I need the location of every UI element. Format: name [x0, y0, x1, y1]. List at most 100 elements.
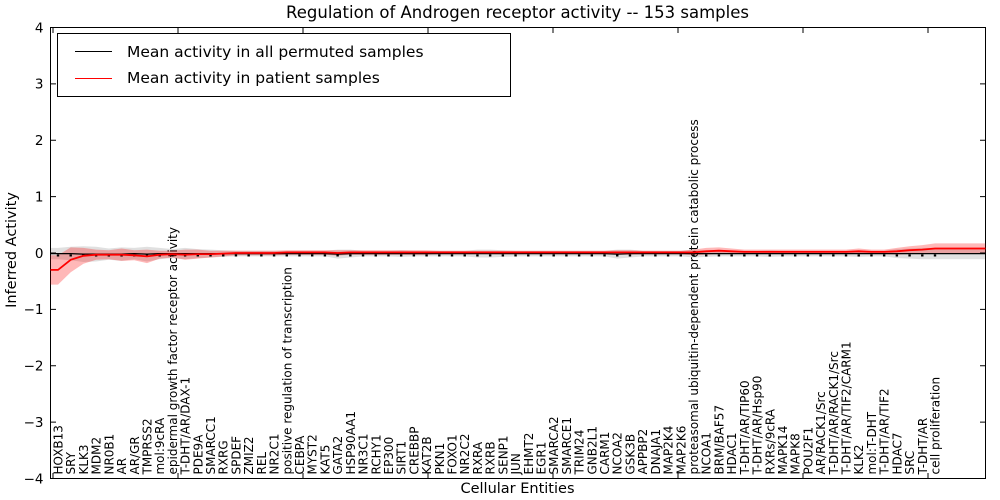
x-category-label: APPBP2 [636, 429, 650, 475]
zero-line-dot [69, 254, 72, 257]
zero-line-dot [311, 254, 314, 257]
x-category-label: GATA2 [331, 436, 345, 475]
zero-line-dot [819, 254, 822, 257]
zero-line-dot [768, 254, 771, 257]
zero-line-dot [679, 254, 682, 257]
x-category-label: NR3C1 [357, 434, 371, 475]
zero-line-dot [196, 254, 200, 257]
y-tick-label: −2 [24, 359, 44, 375]
x-category-label: AR [115, 458, 129, 475]
x-category-label: HDAC7 [890, 432, 904, 474]
x-category-label: NR2C2 [458, 434, 472, 475]
zero-line-dot [539, 254, 543, 257]
x-category-label: T-DHT/AR/Hsp90 [751, 376, 765, 476]
zero-line-dot [781, 254, 784, 257]
x-category-label: RCHY1 [369, 434, 383, 474]
x-category-label: EP300 [382, 437, 396, 475]
y-tick-label: 2 [35, 133, 44, 149]
zero-line-dot [641, 254, 644, 257]
x-category-label: EGR1 [534, 442, 548, 475]
zero-line-dot [145, 254, 149, 257]
zero-line-dot [590, 254, 594, 257]
zero-line-dot [908, 254, 911, 257]
zero-line-dot [692, 254, 695, 257]
zero-line-dot [260, 254, 263, 257]
zero-line-dot [56, 254, 60, 257]
zero-line-dot [272, 254, 276, 257]
x-category-label: mol:9cRA [153, 417, 167, 474]
x-category-label: BRM/BAF57 [712, 405, 726, 475]
zero-line-dot [895, 254, 899, 257]
x-category-label: DNAJA1 [649, 429, 663, 475]
x-category-label: EHMT2 [522, 433, 536, 475]
mean-line [50, 247, 986, 271]
x-category-label: REL [255, 452, 269, 475]
x-category-label: T-DHT/AR/TIF2 [878, 388, 892, 475]
zero-line-dot [705, 254, 708, 257]
x-category-label: T-DHT/AR/DAX-1 [179, 377, 193, 476]
x-category-label: CEBPA [293, 435, 307, 475]
zero-line-dot [247, 254, 250, 257]
x-category-label: positive regulation of transcription [280, 267, 294, 474]
zero-line-dot [755, 254, 759, 257]
x-category-label: CARM1 [598, 432, 612, 475]
zero-line-dot [323, 254, 327, 257]
x-category-label: T-DHT/AR/RACK1/Src [827, 351, 841, 475]
x-category-label: MDM2 [90, 437, 104, 475]
zero-line-dot [438, 254, 441, 257]
legend-label-permuted: Mean activity in all permuted samples [127, 42, 424, 61]
x-category-label: NCOA2 [611, 432, 625, 474]
x-category-label: AR/RACK1/Src [814, 391, 828, 474]
x-category-label: KAT5 [318, 445, 332, 475]
x-category-label: SMARCE1 [560, 417, 574, 475]
x-category-label: HDAC1 [725, 432, 739, 474]
x-category-label: T-DHT/AR/TIF2/CARM1 [840, 341, 854, 475]
x-category-label: T-DHT/AR [916, 418, 930, 476]
zero-line-dot [463, 254, 466, 257]
x-category-label: CREBBP [407, 427, 421, 475]
zero-line-dot [921, 254, 924, 257]
x-category-label: AR/GR [128, 436, 142, 474]
x-axis-label: Cellular Entities [460, 481, 575, 497]
x-category-label: NR2C1 [268, 434, 282, 475]
zero-line-dot [374, 254, 377, 257]
zero-line-dot [349, 254, 352, 257]
x-category-label: HSP90AA1 [344, 411, 358, 475]
legend: Mean activity in all permuted samples Me… [57, 33, 511, 97]
x-category-label: MAPK8 [789, 433, 803, 474]
zero-line-dot [501, 254, 505, 257]
zero-line-dot [450, 254, 454, 257]
x-category-label: FOXO1 [446, 434, 460, 474]
x-category-label: POU2F1 [801, 427, 815, 475]
x-category-label: JUN [509, 453, 523, 475]
zero-line-dot [870, 254, 873, 257]
zero-line-dot [793, 254, 797, 257]
x-category-label: RXRB [484, 441, 498, 474]
permuted-line-swatch [75, 51, 112, 53]
zero-line-dot [412, 254, 416, 257]
x-category-label: GNB2L1 [585, 426, 599, 474]
zero-line-dot [882, 254, 886, 257]
x-category-label: proteasomal ubiquitin-dependent protein … [687, 119, 701, 474]
y-tick-label: 0 [35, 246, 44, 262]
y-tick-label: −1 [24, 302, 44, 318]
x-category-label: RXRs/9cRA [763, 408, 777, 474]
y-tick-label: 3 [35, 77, 44, 93]
zero-line-dot [285, 254, 288, 257]
zero-line-dot [743, 254, 746, 257]
zero-line-dot [832, 254, 835, 257]
zero-line-dot [666, 254, 670, 257]
x-category-label: NR0B1 [102, 434, 116, 475]
x-category-label: SMARCA2 [547, 416, 561, 474]
legend-item-permuted: Mean activity in all permuted samples [58, 43, 510, 61]
x-category-label: RXRA [471, 441, 485, 474]
x-category-label: GSK3B [623, 434, 637, 475]
zero-line-dot [171, 254, 174, 257]
x-category-label: cell proliferation [929, 377, 943, 475]
zero-line-dot [527, 254, 530, 257]
x-category-label: SIRT1 [395, 441, 409, 475]
zero-line-dot [476, 254, 479, 257]
legend-label-patient: Mean activity in patient samples [127, 69, 380, 88]
legend-item-patient: Mean activity in patient samples [58, 69, 510, 87]
